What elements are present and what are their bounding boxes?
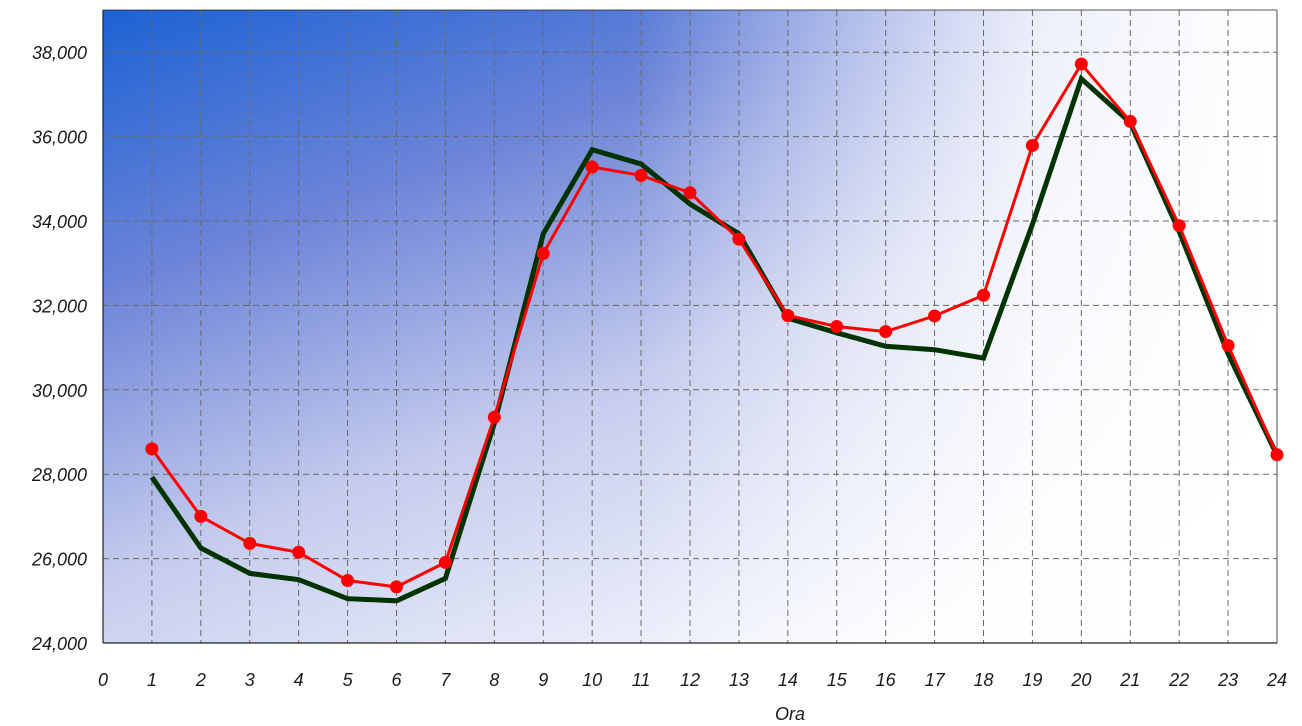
series-point-2 xyxy=(243,536,257,550)
x-tick-label: 2 xyxy=(195,670,206,690)
series-point-2 xyxy=(1172,219,1186,233)
x-tick-label: 22 xyxy=(1168,670,1189,690)
x-tick-label: 1 xyxy=(147,670,157,690)
series-line-1 xyxy=(149,74,1280,604)
x-tick-label: 19 xyxy=(1022,670,1042,690)
x-tick-label: 21 xyxy=(1119,670,1140,690)
x-tick-label: 8 xyxy=(489,670,499,690)
series-point-2 xyxy=(390,580,403,594)
x-tick-label: 3 xyxy=(245,670,255,690)
x-tick-label: 11 xyxy=(632,670,651,690)
x-tick-label: 15 xyxy=(827,670,848,690)
x-tick-label: 12 xyxy=(680,670,700,690)
x-tick-label: 14 xyxy=(778,670,798,690)
series-point-2 xyxy=(781,309,795,323)
series-point-2 xyxy=(1270,448,1284,462)
x-tick-label: 23 xyxy=(1217,670,1238,690)
series-point-2 xyxy=(928,309,942,323)
tick-labels: 0 1 2 3 4 5 6 7 8 9 10 11 12 13 14 15 16 17 18 19 20 21 22 23 24… xyxy=(31,43,1287,690)
series-group xyxy=(145,57,1284,604)
series-point-2 xyxy=(683,186,697,200)
x-tick-label: 5 xyxy=(343,670,354,690)
series-point-2 xyxy=(1221,338,1235,352)
series-point-2 xyxy=(732,232,746,246)
series-point-2 xyxy=(292,545,306,559)
y-tick-label: 28,000 xyxy=(31,465,87,485)
series-point-2 xyxy=(145,442,159,456)
series-point-2 xyxy=(536,246,550,260)
y-tick-label: 36,000 xyxy=(32,128,87,148)
y-tick-label: 32,000 xyxy=(32,296,87,316)
y-tick-label: 34,000 xyxy=(32,212,87,232)
series-point-2 xyxy=(634,168,648,182)
series-line-2 xyxy=(150,61,1279,589)
y-tick-label: 38,000 xyxy=(32,43,87,63)
series-point-2 xyxy=(1123,114,1137,128)
x-tick-label: 7 xyxy=(440,670,451,690)
series-point-2 xyxy=(341,574,355,588)
series-point-2 xyxy=(487,410,501,424)
x-tick-label: 16 xyxy=(876,670,897,690)
x-tick-label: 4 xyxy=(294,670,304,690)
series-point-2 xyxy=(830,320,844,333)
x-tick-label: 9 xyxy=(538,670,548,690)
series-point-2 xyxy=(585,160,599,174)
series-point-2 xyxy=(879,325,893,339)
series-point-2 xyxy=(194,509,208,523)
series-point-2 xyxy=(1025,138,1039,152)
y-tick-label: 26,000 xyxy=(31,550,87,570)
series-point-2 xyxy=(1074,57,1088,71)
series-point-2 xyxy=(977,288,990,302)
x-tick-label: 10 xyxy=(582,670,602,690)
x-tick-label: 6 xyxy=(391,670,402,690)
x-tick-label: 18 xyxy=(973,670,993,690)
x-tick-label: 17 xyxy=(925,670,946,690)
y-tick-label: 24,000 xyxy=(31,634,87,654)
x-tick-label: 20 xyxy=(1070,670,1091,690)
x-tick-label: 0 xyxy=(98,670,108,690)
y-tick-label: 30,000 xyxy=(32,381,87,401)
axes xyxy=(102,9,1278,644)
series-point-2 xyxy=(438,555,452,569)
x-axis-title: Ora xyxy=(775,704,805,724)
x-tick-label: 13 xyxy=(729,670,749,690)
x-tick-label: 24 xyxy=(1266,670,1287,690)
